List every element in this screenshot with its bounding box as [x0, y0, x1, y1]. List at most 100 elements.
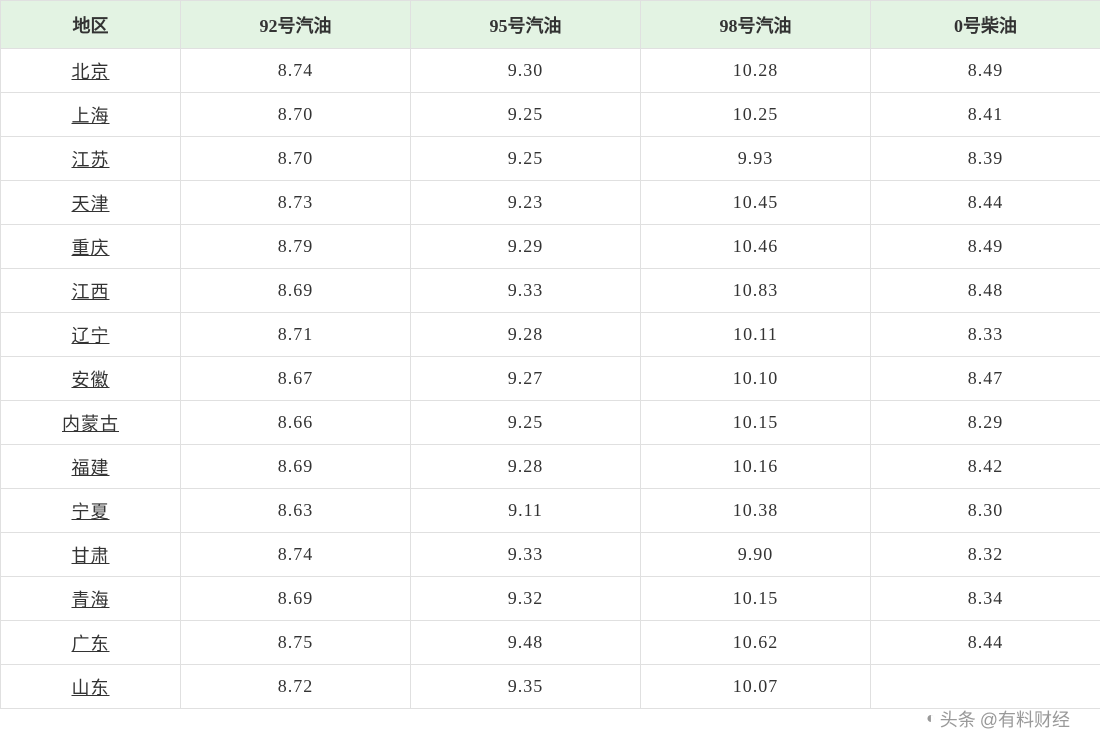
cell-p98: 10.45 [641, 181, 871, 225]
watermark-prefix: 头条 [940, 706, 976, 732]
fuel-price-table: 地区 92号汽油 95号汽油 98号汽油 0号柴油 北京8.749.3010.2… [0, 0, 1100, 709]
cell-p0: 8.29 [871, 401, 1100, 445]
cell-p0: 8.30 [871, 489, 1100, 533]
region-link[interactable]: 广东 [72, 634, 110, 654]
region-link[interactable]: 江苏 [72, 150, 110, 170]
cell-p98: 10.16 [641, 445, 871, 489]
cell-p95: 9.29 [411, 225, 641, 269]
table-row: 上海 8.709.2510.258.41 [1, 93, 1100, 137]
cell-region: 甘肃 [1, 533, 181, 577]
cell-p98: 10.62 [641, 621, 871, 665]
cell-p92: 8.79 [181, 225, 411, 269]
cell-p0: 8.44 [871, 621, 1100, 665]
cell-region: 天津 [1, 181, 181, 225]
cell-p98: 10.10 [641, 357, 871, 401]
cell-region: 内蒙古 [1, 401, 181, 445]
cell-p95: 9.27 [411, 357, 641, 401]
region-link[interactable]: 山东 [72, 678, 110, 698]
cell-p98: 9.93 [641, 137, 871, 181]
cell-p95: 9.11 [411, 489, 641, 533]
region-link[interactable]: 辽宁 [72, 326, 110, 346]
cell-region: 青海 [1, 577, 181, 621]
cell-p98: 10.83 [641, 269, 871, 313]
cell-region: 北京 [1, 49, 181, 93]
cell-p0: 8.49 [871, 225, 1100, 269]
col-98: 98号汽油 [641, 1, 871, 49]
table-header-row: 地区 92号汽油 95号汽油 98号汽油 0号柴油 [1, 1, 1100, 49]
col-92: 92号汽油 [181, 1, 411, 49]
cell-p0: 8.44 [871, 181, 1100, 225]
cell-p92: 8.71 [181, 313, 411, 357]
region-link[interactable]: 青海 [72, 590, 110, 610]
table-row: 内蒙古 8.669.2510.158.29 [1, 401, 1100, 445]
table-row: 江西8.699.3310.838.48 [1, 269, 1100, 313]
cell-p92: 8.66 [181, 401, 411, 445]
table-row: 广东 8.759.4810.628.44 [1, 621, 1100, 665]
table-row: 宁夏8.639.1110.388.30 [1, 489, 1100, 533]
table-row: 辽宁8.719.2810.118.33 [1, 313, 1100, 357]
cell-p92: 8.74 [181, 49, 411, 93]
region-link[interactable]: 天津 [72, 194, 110, 214]
cell-p0: 8.32 [871, 533, 1100, 577]
cell-p92: 8.70 [181, 93, 411, 137]
region-link[interactable]: 福建 [72, 458, 110, 478]
cell-p92: 8.69 [181, 445, 411, 489]
toutiao-icon: ◐ [926, 710, 936, 728]
cell-region: 广东 [1, 621, 181, 665]
table-row: 青海8.699.3210.158.34 [1, 577, 1100, 621]
cell-p95: 9.25 [411, 137, 641, 181]
cell-p92: 8.69 [181, 577, 411, 621]
watermark-handle: @有料财经 [980, 706, 1070, 732]
cell-p95: 9.30 [411, 49, 641, 93]
table-row: 安徽8.679.2710.108.47 [1, 357, 1100, 401]
cell-p95: 9.33 [411, 533, 641, 577]
region-link[interactable]: 北京 [72, 62, 110, 82]
region-link[interactable]: 内蒙古 [62, 414, 119, 434]
cell-p92: 8.73 [181, 181, 411, 225]
region-link[interactable]: 宁夏 [72, 502, 110, 522]
cell-p95: 9.25 [411, 93, 641, 137]
cell-p98: 10.07 [641, 665, 871, 709]
cell-p92: 8.74 [181, 533, 411, 577]
cell-p98: 10.25 [641, 93, 871, 137]
cell-p95: 9.35 [411, 665, 641, 709]
cell-p0: 8.49 [871, 49, 1100, 93]
table-row: 山东8.729.3510.07 [1, 665, 1100, 709]
cell-p0: 8.41 [871, 93, 1100, 137]
cell-p92: 8.69 [181, 269, 411, 313]
cell-region: 辽宁 [1, 313, 181, 357]
cell-p0: 8.39 [871, 137, 1100, 181]
table-row: 天津8.739.2310.458.44 [1, 181, 1100, 225]
cell-region: 安徽 [1, 357, 181, 401]
region-link[interactable]: 甘肃 [72, 546, 110, 566]
cell-region: 重庆 [1, 225, 181, 269]
cell-region: 宁夏 [1, 489, 181, 533]
cell-p98: 10.15 [641, 577, 871, 621]
cell-p92: 8.70 [181, 137, 411, 181]
cell-p95: 9.32 [411, 577, 641, 621]
cell-region: 山东 [1, 665, 181, 709]
cell-p95: 9.25 [411, 401, 641, 445]
cell-p98: 10.46 [641, 225, 871, 269]
table-row: 江苏 8.709.259.938.39 [1, 137, 1100, 181]
cell-region: 江西 [1, 269, 181, 313]
cell-p95: 9.48 [411, 621, 641, 665]
cell-p95: 9.33 [411, 269, 641, 313]
cell-p92: 8.67 [181, 357, 411, 401]
region-link[interactable]: 安徽 [72, 370, 110, 390]
cell-p0: 8.33 [871, 313, 1100, 357]
table-row: 北京 8.749.3010.288.49 [1, 49, 1100, 93]
cell-region: 江苏 [1, 137, 181, 181]
cell-p98: 9.90 [641, 533, 871, 577]
cell-p0 [871, 665, 1100, 709]
cell-p95: 9.28 [411, 313, 641, 357]
cell-p95: 9.28 [411, 445, 641, 489]
watermark: ◐ 头条 @有料财经 [926, 706, 1070, 732]
region-link[interactable]: 上海 [72, 106, 110, 126]
cell-p98: 10.15 [641, 401, 871, 445]
cell-p92: 8.75 [181, 621, 411, 665]
region-link[interactable]: 重庆 [72, 238, 110, 258]
cell-p98: 10.28 [641, 49, 871, 93]
col-0diesel: 0号柴油 [871, 1, 1100, 49]
region-link[interactable]: 江西 [72, 282, 110, 302]
